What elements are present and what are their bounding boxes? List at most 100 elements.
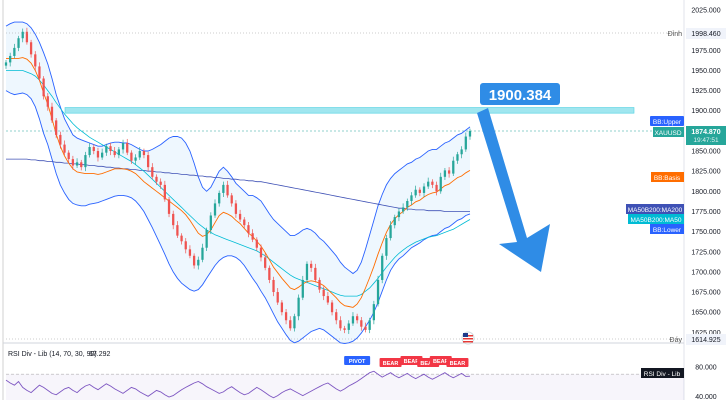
- rsi-tag: RSI Div - Lib: [641, 368, 684, 378]
- last-price-tag[interactable]: 1874.870 19:47:51: [686, 126, 726, 145]
- candle-body: [460, 149, 463, 155]
- price-tick-label: 1925.000: [691, 88, 720, 95]
- ma200-line: [6, 158, 470, 212]
- price-tick-label: 1675.000: [691, 290, 720, 297]
- rsi-signal-flag: [429, 356, 452, 365]
- candle-body: [67, 152, 70, 160]
- candle-body: [34, 54, 37, 67]
- rsi-line: [5, 370, 471, 399]
- candle-body: [105, 146, 108, 153]
- candle-body: [368, 320, 371, 330]
- price-tick-label: 1775.000: [691, 209, 720, 216]
- candle-body: [393, 217, 396, 226]
- price-tick-label: 1800.000: [691, 189, 720, 196]
- candle-body: [188, 249, 192, 256]
- candle-body: [46, 96, 49, 107]
- bb-basis-tag-text: BB:Basis: [654, 175, 681, 182]
- candles-layer: [4, 27, 472, 334]
- candle-body: [88, 147, 91, 156]
- rsi-signal-text: BEAR: [383, 361, 399, 367]
- candle-body: [209, 215, 212, 230]
- symbol-tag-box: [653, 127, 684, 137]
- flag-stripe-3: [463, 341, 473, 343]
- forecast-arrow-layer: [477, 108, 550, 272]
- forecast-arrow[interactable]: [477, 108, 550, 272]
- candle-body: [205, 230, 208, 248]
- candle-body: [55, 120, 58, 135]
- candle-body: [130, 152, 133, 161]
- candle-body: [38, 66, 41, 79]
- candle-body: [381, 255, 384, 280]
- candle-body: [159, 181, 162, 185]
- price-callout-box: [480, 83, 560, 105]
- candle-body: [117, 149, 121, 156]
- rsi-signal-text: BEAR: [420, 361, 436, 367]
- price-tick-label: 1700.000: [691, 269, 720, 276]
- candle-body: [355, 316, 359, 321]
- candle-body: [134, 157, 137, 161]
- flag-canton: [463, 333, 468, 337]
- price-axis[interactable]: 2025.000 1975.000 1950.000 1925.000 1900.000…: [691, 8, 720, 337]
- candle-body: [96, 151, 100, 158]
- last-price-value: 1874.870: [691, 129, 720, 136]
- rsi-signal-flag: [400, 356, 423, 365]
- candle-body: [63, 144, 66, 153]
- candle-body: [146, 155, 150, 168]
- candle-body: [456, 154, 459, 161]
- candle-body: [226, 184, 229, 196]
- bb-basis-tag-box: [651, 172, 684, 182]
- candle-body: [452, 160, 455, 174]
- rsi-signal-text: BEAR: [404, 359, 420, 365]
- us-flag-icon[interactable]: [461, 331, 475, 345]
- rsi-title[interactable]: RSI Div - Lib (14, 70, 30, 90): [8, 351, 97, 358]
- rsi-tick-label: 40.000: [695, 394, 717, 400]
- rsi-signal-flag: [344, 356, 371, 365]
- dinh-label: Đỉnh 1998.460: [668, 28, 726, 39]
- candle-body: [109, 146, 112, 152]
- candle-body: [284, 312, 288, 321]
- price-tick-label: 1900.000: [691, 108, 720, 115]
- price-tick-label: 1975.000: [691, 48, 720, 55]
- price-callout[interactable]: 1900.384: [480, 83, 560, 105]
- candle-body: [201, 247, 204, 260]
- candle-body: [364, 326, 367, 330]
- candle-body: [272, 279, 275, 293]
- ma200-tag: MA50B200:MA200: [626, 204, 684, 214]
- resistance-zone[interactable]: [64, 107, 635, 114]
- candle-body: [167, 199, 171, 214]
- rsi-band-fill: [6, 374, 684, 400]
- candle-body: [414, 189, 417, 196]
- candle-body: [113, 151, 116, 156]
- rsi-signal-flag: [379, 358, 402, 367]
- rsi-tag-box: [641, 368, 684, 378]
- candle-body: [84, 155, 87, 168]
- price-tick-label: 2025.000: [691, 8, 720, 15]
- candle-body: [314, 267, 317, 280]
- candle-body: [422, 186, 426, 193]
- day-value: 1614.925: [691, 337, 720, 344]
- candle-body: [192, 255, 196, 266]
- rsi-signal-text: BEAR: [433, 359, 449, 365]
- bb-upper-tag-box: [650, 116, 684, 126]
- bb-basis-tag: BB:Basis: [651, 172, 684, 182]
- dinh-value: 1998.460: [691, 31, 720, 38]
- candle-body: [75, 162, 79, 166]
- candle-body: [389, 225, 392, 239]
- bb-upper-line: [5, 21, 471, 275]
- candle-body: [447, 170, 451, 174]
- candle-body: [289, 320, 292, 329]
- candle-body: [280, 302, 284, 313]
- price-tick-label: 1750.000: [691, 229, 720, 236]
- bb-basis-line: [6, 57, 471, 308]
- candle-body: [372, 304, 375, 321]
- bb-lower-tag-box: [650, 224, 684, 234]
- bb-lower-line: [5, 90, 471, 345]
- dinh-value-box: [686, 28, 726, 39]
- candle-body: [418, 189, 421, 193]
- candle-body: [406, 200, 409, 208]
- bollinger-layer: [5, 21, 471, 345]
- candle-body: [80, 162, 83, 168]
- candle-body: [213, 203, 217, 216]
